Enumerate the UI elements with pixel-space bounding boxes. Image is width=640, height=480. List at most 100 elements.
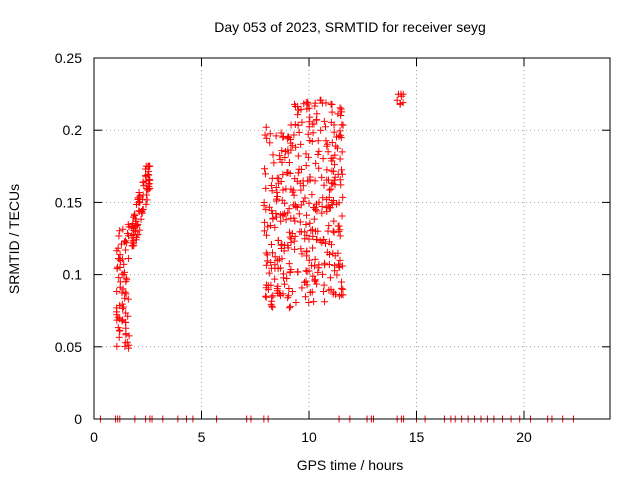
data-point [303,211,311,219]
data-point [302,221,310,229]
data-point [331,161,339,169]
grid-lines [94,58,610,419]
data-point [120,260,128,268]
data-point [302,162,310,170]
data-point [314,137,322,145]
data-point [261,165,269,173]
data-point [121,288,129,296]
data-point [339,193,347,201]
data-point [336,155,344,163]
y-tick-label: 0.2 [63,122,83,138]
data-point [333,133,341,141]
data-point [323,166,331,174]
x-tick-label: 20 [516,429,532,445]
data-point [327,100,335,108]
data-point [333,144,341,152]
data-point [122,331,130,339]
data-point [303,281,311,289]
data-point [287,214,295,222]
data-point [297,245,305,253]
data-point [329,154,337,162]
data-point [336,104,344,112]
data-point [139,191,147,199]
data-point [291,217,299,225]
tick-labels: 0 0.05 0.1 0.15 0.2 0.25 0 5 10 15 20 [55,50,532,445]
data-point [124,230,132,238]
data-point [324,148,332,156]
data-point [289,186,297,194]
data-point [263,251,271,259]
data-point [270,159,278,167]
data-point [336,127,344,135]
data-point [323,208,331,216]
data-point [117,240,125,248]
data-point [294,121,302,129]
data-point [313,110,321,118]
data-point [113,342,121,350]
data-point [269,292,277,300]
data-point [277,177,285,185]
data-point [277,129,285,137]
data-point [321,240,329,248]
data-point [273,193,281,201]
data-point [135,188,143,196]
data-point [330,217,338,225]
data-point [118,317,126,325]
axis-ticks [93,57,610,420]
data-point [278,147,286,155]
data-point [262,261,270,269]
data-point [308,137,316,145]
y-axis-label: SRMTID / TECUs [6,184,22,294]
data-point [262,123,270,131]
data-point [116,251,124,259]
data-point [318,209,326,217]
data-point [274,236,282,244]
y-tick-label: 0.15 [55,194,82,210]
data-point [122,278,130,286]
data-point [328,167,336,175]
data-point [304,153,312,161]
data-point [260,227,268,235]
data-point [122,290,130,298]
data-point [284,169,292,177]
data-point [333,271,341,279]
data-point [262,231,270,239]
data-point [285,285,293,293]
data-point [338,148,346,156]
data-point [318,270,326,278]
data-point [262,292,270,300]
data-point [273,213,281,221]
data-point [267,182,275,190]
data-point [118,289,126,297]
data-point [318,203,326,211]
data-point [305,235,313,243]
data-point [291,245,299,253]
data-point [300,197,308,205]
data-point [134,230,142,238]
data-point [113,265,121,273]
data-point [313,236,321,244]
data-point [122,246,130,254]
data-point [339,121,347,129]
data-point [268,297,276,305]
data-point [114,324,122,332]
data-point [265,203,273,211]
data-point [311,204,319,212]
data-point [272,197,280,205]
x-tick-label: 10 [301,429,317,445]
data-point [283,135,291,143]
data-point [304,98,312,106]
data-point [327,185,335,193]
data-point [142,171,150,179]
data-point [298,118,306,126]
data-point [290,237,298,245]
data-point [116,302,124,310]
data-point [113,287,121,295]
data-point [263,134,271,142]
data-point [144,186,152,194]
data-point [264,281,272,289]
data-point [130,210,138,218]
data-point [312,200,320,208]
data-point [262,184,270,192]
data-point [325,204,333,212]
